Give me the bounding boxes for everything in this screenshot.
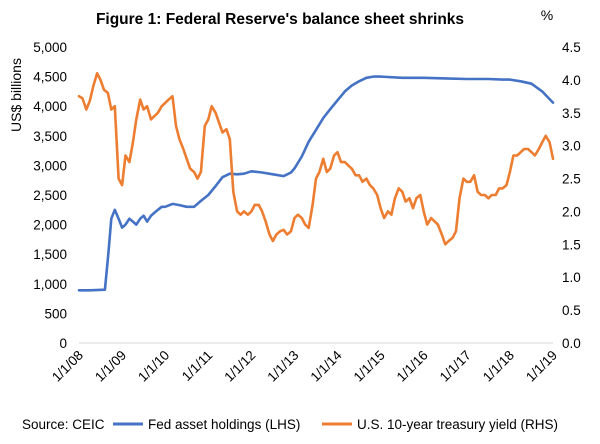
- right-tick-label: 1.5: [562, 237, 581, 252]
- x-tick-label: 1/1/12: [221, 348, 258, 385]
- left-tick-label: 1,000: [33, 277, 67, 292]
- left-axis: 0 500 1,000 1,500 2,000 2,500 3,000 3,500 4,000 4…: [33, 40, 67, 351]
- right-tick-label: 3.5: [562, 106, 581, 121]
- left-tick-label: 3,500: [33, 129, 67, 144]
- right-axis-label: %: [541, 7, 553, 23]
- left-tick-label: 2,000: [33, 218, 67, 233]
- x-tick-label: 1/1/16: [394, 348, 431, 385]
- right-tick-label: 0.0: [562, 336, 581, 351]
- x-tick-label: 1/1/08: [49, 348, 86, 385]
- left-tick-label: 4,000: [33, 99, 67, 114]
- x-tick-label: 1/1/11: [179, 348, 215, 384]
- x-tick-label: 1/1/14: [308, 347, 345, 384]
- legend-label-fed-assets: Fed asset holdings (LHS): [148, 417, 300, 432]
- x-tick-label: 1/1/18: [480, 348, 517, 385]
- left-tick-label: 5,000: [33, 40, 67, 55]
- right-tick-label: 4.5: [562, 40, 581, 55]
- x-tick-label: 1/1/17: [437, 348, 474, 385]
- left-tick-label: 1,500: [33, 247, 67, 262]
- left-tick-label: 3,000: [33, 158, 67, 173]
- right-tick-label: 4.0: [562, 73, 581, 88]
- plot-area: [77, 72, 555, 344]
- x-tick-label: 1/1/13: [264, 348, 301, 385]
- left-tick-label: 0: [59, 336, 67, 351]
- left-tick-label: 500: [44, 306, 67, 321]
- right-axis: 0.0 0.5 1.0 1.5 2.0 2.5 3.0 3.5 4.0 4.5: [562, 40, 581, 351]
- right-tick-label: 2.0: [562, 204, 581, 219]
- source-note: Source: CEIC: [22, 417, 105, 432]
- x-tick-label: 1/1/19: [523, 348, 560, 385]
- treasury-yield-line: [77, 72, 555, 246]
- x-tick-label: 1/1/15: [351, 348, 388, 385]
- x-tick-label: 1/1/09: [92, 348, 129, 385]
- legend: Fed asset holdings (LHS) U.S. 10-year tr…: [113, 417, 558, 432]
- chart-title: Figure 1: Federal Reserve's balance shee…: [96, 11, 464, 28]
- x-tick-label: 1/1/10: [135, 348, 172, 385]
- left-tick-label: 2,500: [33, 188, 67, 203]
- left-tick-label: 4,500: [33, 70, 67, 85]
- x-axis: 1/1/08 1/1/09 1/1/10 1/1/11 1/1/12 1/1/13 1/1/…: [49, 347, 560, 384]
- right-tick-label: 3.0: [562, 139, 581, 154]
- fed-asset-holdings-line: [77, 75, 555, 292]
- right-tick-label: 2.5: [562, 172, 581, 187]
- legend-label-treasury-yield: U.S. 10-year treasury yield (RHS): [357, 417, 558, 432]
- right-tick-label: 1.0: [562, 270, 581, 285]
- right-tick-label: 0.5: [562, 303, 581, 318]
- left-axis-label: US$ billions: [8, 58, 24, 132]
